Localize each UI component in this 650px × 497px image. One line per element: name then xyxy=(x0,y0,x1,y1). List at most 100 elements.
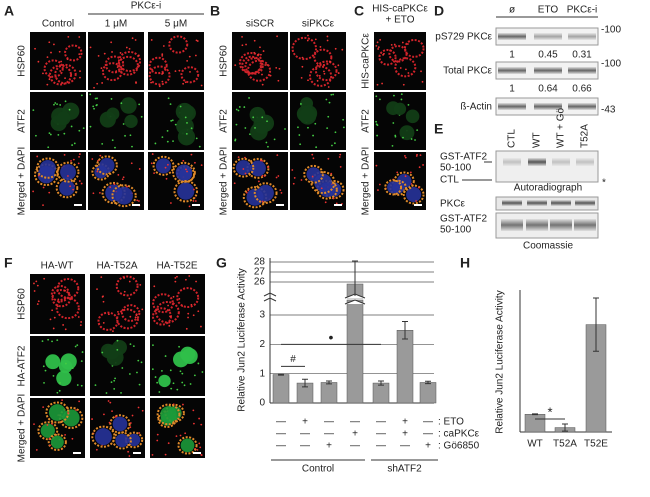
band xyxy=(574,219,596,231)
speckle xyxy=(153,172,156,175)
nucleus xyxy=(45,354,61,370)
speckle xyxy=(331,144,333,147)
speckle xyxy=(174,70,177,73)
condition-label: : Gö6850 xyxy=(438,441,480,452)
cell-stain xyxy=(303,164,324,184)
speckle xyxy=(400,98,403,101)
speckle xyxy=(156,439,159,442)
speckle xyxy=(56,339,59,341)
column-label: HA-WT xyxy=(41,261,74,272)
quantification: 0.45 xyxy=(538,50,558,61)
speckle xyxy=(136,371,138,374)
speckle xyxy=(48,41,51,44)
y-tick-label: 26 xyxy=(254,277,266,288)
nucleus xyxy=(112,416,128,432)
cell-stain xyxy=(50,285,70,303)
row-label: HSP60 xyxy=(219,45,230,77)
speckle xyxy=(152,344,154,347)
y-axis-title: Relative Jun2 Luciferase Activity xyxy=(237,268,248,411)
cell-stain xyxy=(101,62,123,82)
speckle xyxy=(64,289,67,292)
cell-stain xyxy=(176,287,200,309)
speckle xyxy=(80,321,83,323)
speckle xyxy=(117,310,119,313)
cell-stain xyxy=(393,171,415,191)
speckle xyxy=(64,100,67,103)
speckle xyxy=(49,133,52,136)
micrograph xyxy=(290,92,346,150)
speckle xyxy=(189,383,192,385)
speckle xyxy=(266,63,268,66)
speckle xyxy=(186,60,189,62)
speckle xyxy=(307,126,309,129)
annotation: # xyxy=(290,354,296,365)
speckle xyxy=(162,72,164,75)
speckle xyxy=(259,159,262,162)
speckle xyxy=(71,144,74,146)
speckle xyxy=(120,391,122,394)
speckle xyxy=(66,58,69,61)
speckle xyxy=(161,54,164,57)
cell-stain xyxy=(97,311,119,331)
speckle xyxy=(111,51,113,53)
column-label: 5 μM xyxy=(165,19,187,30)
quantification: 0.64 xyxy=(538,84,558,95)
speckle xyxy=(306,39,309,42)
speckle xyxy=(109,186,112,189)
row-label: ATF2 xyxy=(17,109,28,133)
speckle xyxy=(375,95,378,98)
speckle xyxy=(141,308,144,311)
speckle xyxy=(192,200,195,202)
nucleus xyxy=(249,160,266,177)
condition-mark: + xyxy=(402,417,408,428)
speckle xyxy=(123,277,126,279)
speckle xyxy=(161,136,164,139)
speckle xyxy=(124,134,126,137)
speckle xyxy=(151,453,154,456)
speckle xyxy=(314,38,317,41)
cell-stain xyxy=(115,275,139,297)
speckle xyxy=(237,156,240,159)
speckle xyxy=(43,277,46,280)
error-bar xyxy=(425,380,431,385)
speckle xyxy=(375,120,378,123)
speckle xyxy=(92,192,95,195)
speckle xyxy=(95,448,98,451)
speckle xyxy=(341,48,344,51)
caption: Autoradiograph xyxy=(514,183,582,194)
nucleus xyxy=(249,106,266,123)
speckle xyxy=(115,415,118,418)
speckle xyxy=(291,169,294,171)
cell-stain xyxy=(378,48,397,66)
speckle xyxy=(300,103,302,105)
cell-stain xyxy=(54,63,77,85)
error-bar xyxy=(378,380,384,386)
nucleus xyxy=(257,184,274,202)
cell-stain xyxy=(238,52,264,75)
condition-mark: — xyxy=(376,441,386,452)
speckle xyxy=(419,154,422,157)
band xyxy=(534,33,562,40)
column-label: Control xyxy=(42,19,74,30)
condition-mark: — xyxy=(324,417,334,428)
speckle xyxy=(138,432,141,434)
speckle xyxy=(80,182,83,185)
condition-mark: — xyxy=(276,429,286,440)
speckle xyxy=(89,93,92,96)
micrograph xyxy=(30,32,86,90)
speckle xyxy=(414,139,416,141)
panel-label: E xyxy=(434,121,443,137)
band xyxy=(528,158,546,166)
micrograph xyxy=(374,92,426,150)
blot-name: GST-ATF2 xyxy=(440,214,487,225)
speckle xyxy=(244,127,247,129)
speckle xyxy=(195,137,198,140)
speckle xyxy=(326,35,329,38)
speckle xyxy=(78,36,81,38)
speckle xyxy=(150,162,153,165)
column-label: HA-T52A xyxy=(96,261,137,272)
speckle xyxy=(253,51,256,54)
speckle xyxy=(264,64,267,66)
speckle xyxy=(200,423,203,426)
speckle xyxy=(97,159,99,162)
